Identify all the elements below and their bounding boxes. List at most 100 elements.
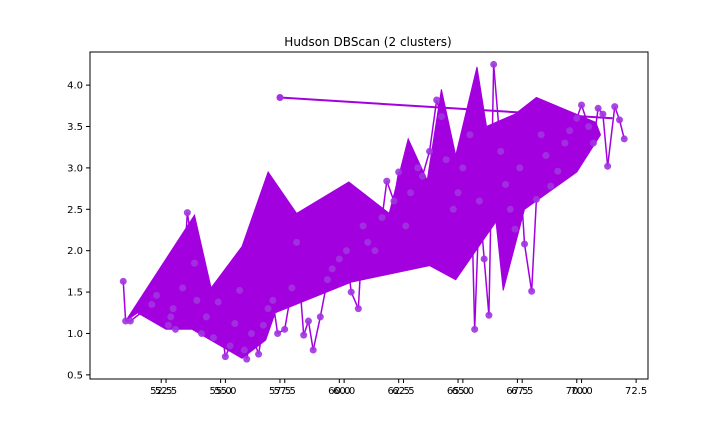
y-tick-label: 1.0 xyxy=(67,329,83,340)
cluster-connecting-line xyxy=(212,301,219,338)
cluster-connecting-line xyxy=(307,320,314,351)
cluster-connecting-line xyxy=(181,212,189,288)
data-point xyxy=(342,247,350,255)
data-point xyxy=(521,240,529,248)
data-point xyxy=(288,284,296,292)
cluster-connecting-line xyxy=(606,106,616,167)
y-tick-label: 2.5 xyxy=(67,205,83,216)
cluster-connecting-line xyxy=(409,167,419,193)
cluster-connecting-line xyxy=(196,300,203,334)
cluster-connecting-line xyxy=(535,134,542,200)
cluster-connecting-line xyxy=(557,142,566,172)
cluster-connecting-line xyxy=(345,250,352,293)
data-point xyxy=(316,313,324,321)
data-point xyxy=(395,168,403,176)
data-point xyxy=(589,139,597,147)
x-tick-label: 62.5 xyxy=(392,386,414,397)
cluster-connecting-line xyxy=(440,116,447,160)
x-tick-label: 65.0 xyxy=(447,386,469,397)
data-point xyxy=(480,255,488,263)
data-point xyxy=(599,110,607,118)
y-tick-label: 1.5 xyxy=(67,288,83,299)
data-point xyxy=(190,259,198,267)
data-point xyxy=(537,131,545,139)
cluster-connecting-line xyxy=(602,114,609,167)
cluster-connecting-line xyxy=(193,263,198,301)
data-point xyxy=(578,101,586,109)
data-point xyxy=(179,284,187,292)
data-point xyxy=(281,325,289,333)
cluster-connecting-line xyxy=(291,242,298,289)
cluster-connecting-line xyxy=(523,243,533,292)
data-point xyxy=(554,167,562,175)
cluster-connecting-line xyxy=(357,225,364,309)
data-point xyxy=(240,346,248,354)
data-point xyxy=(383,177,391,185)
x-tick-label: 67.5 xyxy=(511,386,533,397)
y-tick-label: 4.0 xyxy=(67,81,83,92)
data-point xyxy=(497,147,505,155)
axes: 0.5 1.0 1.5 2.0 2.5 3.0 3.5 4.0 52.5 55.0 57.5 60.0… xyxy=(67,51,649,397)
data-point xyxy=(542,151,550,159)
cluster-connecting-line xyxy=(272,300,279,334)
y-tick-label: 0.5 xyxy=(67,370,83,381)
x-tick-label: 57.5 xyxy=(274,386,296,397)
data-point xyxy=(304,317,312,325)
cluster-streak-line xyxy=(279,96,613,120)
data-point xyxy=(354,305,362,313)
data-point xyxy=(454,189,462,197)
data-point xyxy=(414,164,422,172)
data-point xyxy=(171,325,179,333)
cluster-connecting-line xyxy=(421,151,431,177)
cluster-connecting-line xyxy=(312,316,322,351)
data-point xyxy=(328,265,336,273)
x-tick-label: 62.5 xyxy=(388,386,410,397)
data-point xyxy=(167,313,175,321)
cluster-connecting-line xyxy=(386,180,395,202)
data-point xyxy=(300,331,308,339)
cluster-connecting-line xyxy=(229,323,236,347)
cluster-connecting-line xyxy=(462,134,471,169)
x-tick-label: 55.0 xyxy=(214,386,236,397)
cluster-connecting-line xyxy=(155,295,170,326)
cluster-connecting-line xyxy=(397,171,407,226)
data-point xyxy=(243,355,251,363)
data-point xyxy=(126,317,134,325)
cluster-connecting-line xyxy=(186,212,196,264)
cluster-connecting-line xyxy=(319,279,329,318)
data-point xyxy=(259,321,267,329)
data-point xyxy=(620,135,628,143)
cluster-fill-region xyxy=(125,66,602,359)
data-point xyxy=(585,123,593,131)
y-tick-label: 3.0 xyxy=(67,163,83,174)
data-point xyxy=(293,238,301,246)
data-point xyxy=(371,247,379,255)
data-point xyxy=(255,350,263,358)
data-point xyxy=(214,298,222,306)
x-tick-label: 52.5 xyxy=(150,386,172,397)
data-point xyxy=(437,113,445,121)
x-tick-label: 60.0 xyxy=(328,386,350,397)
data-point xyxy=(276,94,284,102)
data-point xyxy=(475,197,483,205)
data-point xyxy=(561,139,569,147)
data-point xyxy=(502,180,510,188)
axes-frame xyxy=(89,51,649,380)
data-point xyxy=(511,225,519,233)
x-tick-label: 72.5 xyxy=(625,386,647,397)
cluster-connecting-line xyxy=(469,134,476,330)
data-point xyxy=(433,96,441,104)
data-point xyxy=(347,288,355,296)
data-point xyxy=(231,320,239,328)
data-point xyxy=(323,276,331,284)
x-tick-label: 55.0 xyxy=(209,386,231,397)
cluster-connecting-line xyxy=(545,155,552,187)
cluster-connecting-line xyxy=(234,290,241,324)
data-point xyxy=(247,329,255,337)
cluster-connecting-line xyxy=(478,200,485,260)
data-point xyxy=(604,162,612,170)
cluster-connecting-line xyxy=(174,287,184,330)
cluster-connecting-line xyxy=(445,159,455,210)
x-tick-label: 65.0 xyxy=(452,386,474,397)
data-point xyxy=(528,287,536,295)
